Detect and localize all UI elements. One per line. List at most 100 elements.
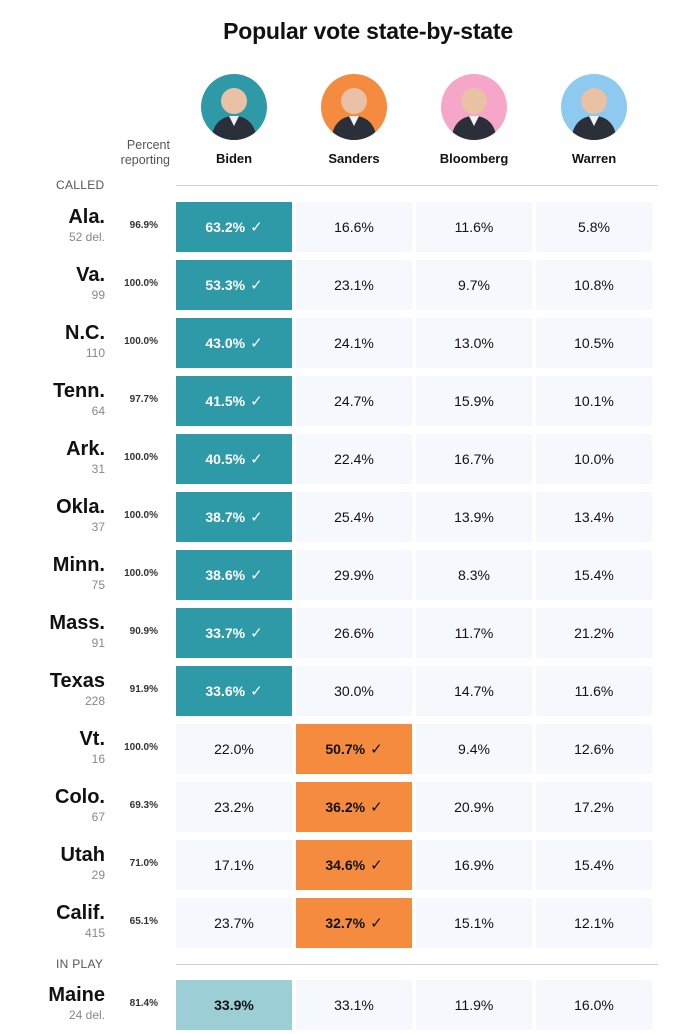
vote-cell-warren: 10.5% bbox=[536, 318, 652, 368]
checkmark-icon: ✓ bbox=[370, 857, 383, 874]
vote-share: 41.5% bbox=[205, 393, 246, 409]
vote-share: 9.7% bbox=[458, 277, 490, 293]
table-row: Maine 24 del. 81.4% 33.9% 33.1% 11.9% 16.0% bbox=[0, 980, 700, 1030]
vote-share: 5.8% bbox=[578, 219, 610, 235]
state-name: Vt. bbox=[79, 728, 105, 750]
vote-cell-warren: 5.8% bbox=[536, 202, 652, 252]
state-name: Mass. bbox=[49, 612, 105, 634]
vote-cell-sanders: 30.0% bbox=[296, 666, 412, 716]
delegate-count: 91 bbox=[91, 636, 105, 650]
checkmark-icon: ✓ bbox=[370, 741, 383, 758]
checkmark-icon: ✓ bbox=[250, 451, 263, 468]
checkmark-icon: ✓ bbox=[250, 625, 263, 642]
vote-cell-bloomberg: 14.7% bbox=[416, 666, 532, 716]
vote-cell-sanders: 26.6% bbox=[296, 608, 412, 658]
checkmark-icon: ✓ bbox=[370, 915, 383, 932]
vote-cell-bloomberg: 15.9% bbox=[416, 376, 532, 426]
vote-share: 11.7% bbox=[454, 625, 494, 641]
vote-cell-sanders: 34.6% ✓ bbox=[296, 840, 412, 890]
vote-cell-sanders: 36.2% ✓ bbox=[296, 782, 412, 832]
vote-cell-bloomberg: 9.7% bbox=[416, 260, 532, 310]
delegate-count: 16 bbox=[91, 752, 105, 766]
state-name: Okla. bbox=[56, 496, 105, 518]
vote-share: 33.9% bbox=[214, 997, 254, 1013]
delegate-count: 64 bbox=[91, 404, 105, 418]
vote-cell-biden: 38.7% ✓ bbox=[176, 492, 292, 542]
vote-share: 10.0% bbox=[574, 451, 614, 467]
vote-share: 16.7% bbox=[454, 451, 494, 467]
candidate-name-sanders: Sanders bbox=[328, 151, 380, 166]
vote-cell-biden: 33.7% ✓ bbox=[176, 608, 292, 658]
vote-cell-warren: 16.0% bbox=[536, 980, 652, 1030]
vote-cell-biden: 63.2% ✓ bbox=[176, 202, 292, 252]
vote-share: 10.5% bbox=[574, 335, 614, 351]
percent-reporting: 100.0% bbox=[124, 452, 158, 463]
percent-reporting: 100.0% bbox=[124, 568, 158, 579]
checkmark-icon: ✓ bbox=[250, 567, 263, 584]
state-name: Maine bbox=[48, 984, 105, 1006]
vote-share: 38.7% bbox=[205, 509, 246, 525]
vote-share: 23.7% bbox=[214, 915, 254, 931]
vote-cell-biden: 41.5% ✓ bbox=[176, 376, 292, 426]
vote-share: 13.9% bbox=[454, 509, 494, 525]
vote-share: 50.7% bbox=[325, 741, 366, 757]
vote-share: 38.6% bbox=[205, 567, 246, 583]
table-row: Colo. 67 69.3% 23.2% 36.2% ✓ 20.9% 17.2% bbox=[0, 782, 700, 832]
vote-cell-biden: 23.7% bbox=[176, 898, 292, 948]
percent-reporting-header: Percent reporting bbox=[120, 138, 170, 167]
vote-share: 23.1% bbox=[334, 277, 374, 293]
vote-cell-biden: 40.5% ✓ bbox=[176, 434, 292, 484]
checkmark-icon: ✓ bbox=[250, 219, 263, 236]
delegate-count: 24 del. bbox=[68, 1008, 105, 1022]
candidate-name-bloomberg: Bloomberg bbox=[439, 151, 509, 166]
table-row: Mass. 91 90.9% 33.7% ✓ 26.6% 11.7% 21.2% bbox=[0, 608, 700, 658]
percent-reporting: 91.9% bbox=[129, 684, 158, 695]
checkmark-icon: ✓ bbox=[250, 509, 263, 526]
vote-cell-biden: 23.2% bbox=[176, 782, 292, 832]
vote-cell-warren: 10.1% bbox=[536, 376, 652, 426]
vote-share: 22.4% bbox=[334, 451, 374, 467]
table-row: Minn. 75 100.0% 38.6% ✓ 29.9% 8.3% 15.4% bbox=[0, 550, 700, 600]
vote-share: 33.1% bbox=[334, 997, 374, 1013]
chart-title: Popular vote state-by-state bbox=[223, 18, 513, 44]
vote-cell-sanders: 16.6% bbox=[296, 202, 412, 252]
percent-reporting: 65.1% bbox=[129, 916, 158, 927]
checkmark-icon: ✓ bbox=[250, 335, 263, 352]
state-name: Colo. bbox=[55, 786, 105, 808]
table-row: Ark. 31 100.0% 40.5% ✓ 22.4% 16.7% 10.0% bbox=[0, 434, 700, 484]
vote-share: 9.4% bbox=[458, 741, 490, 757]
delegate-count: 37 bbox=[91, 520, 105, 534]
vote-share: 20.9% bbox=[454, 799, 494, 815]
vote-share: 25.4% bbox=[334, 509, 374, 525]
vote-share: 8.3% bbox=[458, 567, 490, 583]
delegate-count: 52 del. bbox=[68, 230, 105, 244]
percent-reporting: 97.7% bbox=[129, 394, 158, 405]
vote-share: 33.7% bbox=[205, 625, 246, 641]
delegate-count: 75 bbox=[91, 578, 105, 592]
vote-cell-warren: 10.8% bbox=[536, 260, 652, 310]
vote-share: 13.0% bbox=[454, 335, 494, 351]
vote-share: 11.6% bbox=[574, 683, 614, 699]
vote-share: 12.6% bbox=[574, 741, 614, 757]
vote-share: 15.4% bbox=[574, 567, 614, 583]
vote-cell-warren: 13.4% bbox=[536, 492, 652, 542]
vote-cell-biden: 53.3% ✓ bbox=[176, 260, 292, 310]
vote-share: 21.2% bbox=[574, 625, 614, 641]
vote-cell-warren: 12.6% bbox=[536, 724, 652, 774]
vote-cell-bloomberg: 11.6% bbox=[416, 202, 532, 252]
vote-cell-sanders: 33.1% bbox=[296, 980, 412, 1030]
vote-share: 13.4% bbox=[574, 509, 614, 525]
vote-share: 16.6% bbox=[334, 219, 374, 235]
vote-cell-biden: 38.6% ✓ bbox=[176, 550, 292, 600]
table-row: Texas 228 91.9% 33.6% ✓ 30.0% 14.7% 11.6% bbox=[0, 666, 700, 716]
percent-reporting: 96.9% bbox=[129, 220, 158, 231]
vote-cell-warren: 17.2% bbox=[536, 782, 652, 832]
vote-share: 32.7% bbox=[325, 915, 366, 931]
vote-share: 15.4% bbox=[574, 857, 614, 873]
delegate-count: 31 bbox=[91, 462, 105, 476]
vote-share: 14.7% bbox=[454, 683, 494, 699]
candidate-name-biden: Biden bbox=[215, 151, 253, 166]
table-row: Tenn. 64 97.7% 41.5% ✓ 24.7% 15.9% 10.1% bbox=[0, 376, 700, 426]
percent-reporting: 100.0% bbox=[124, 510, 158, 521]
vote-cell-biden: 17.1% bbox=[176, 840, 292, 890]
